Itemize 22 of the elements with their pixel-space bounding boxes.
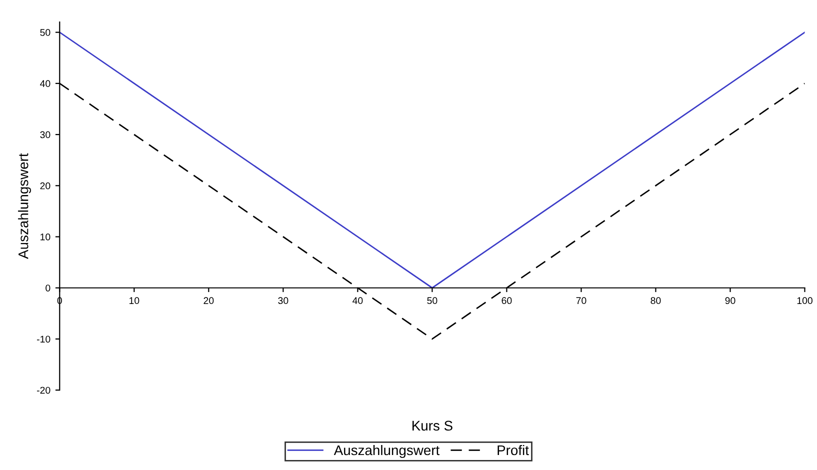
y-tick-label: 50	[40, 29, 50, 36]
y-tick-label: 30	[40, 131, 50, 138]
y-tick-label: 10	[40, 233, 50, 240]
y-tick-label: 0	[46, 284, 50, 292]
x-tick-label: 30	[278, 297, 288, 304]
legend-label: Auszahlungswert	[334, 444, 440, 458]
x-tick-label: 20	[204, 297, 214, 304]
y-tick-label: -20	[36, 386, 50, 394]
y-tick-label: -10	[36, 336, 50, 343]
x-tick-label: 80	[650, 297, 661, 304]
x-axis-title: Kurs S	[412, 420, 452, 431]
x-tick-label: 10	[129, 297, 140, 304]
x-tick-label: 100	[797, 297, 812, 304]
x-tick-label: 70	[576, 297, 586, 304]
y-tick-label: 40	[40, 80, 50, 88]
x-tick-label: 90	[725, 297, 736, 304]
x-tick-label: 60	[502, 297, 512, 304]
x-tick-label: 50	[427, 297, 438, 304]
legend-label: Profit	[498, 444, 529, 456]
y-axis-title: Auszahlungswert	[18, 153, 32, 259]
y-tick-label: 20	[40, 182, 50, 190]
x-tick-label: 40	[352, 297, 363, 304]
